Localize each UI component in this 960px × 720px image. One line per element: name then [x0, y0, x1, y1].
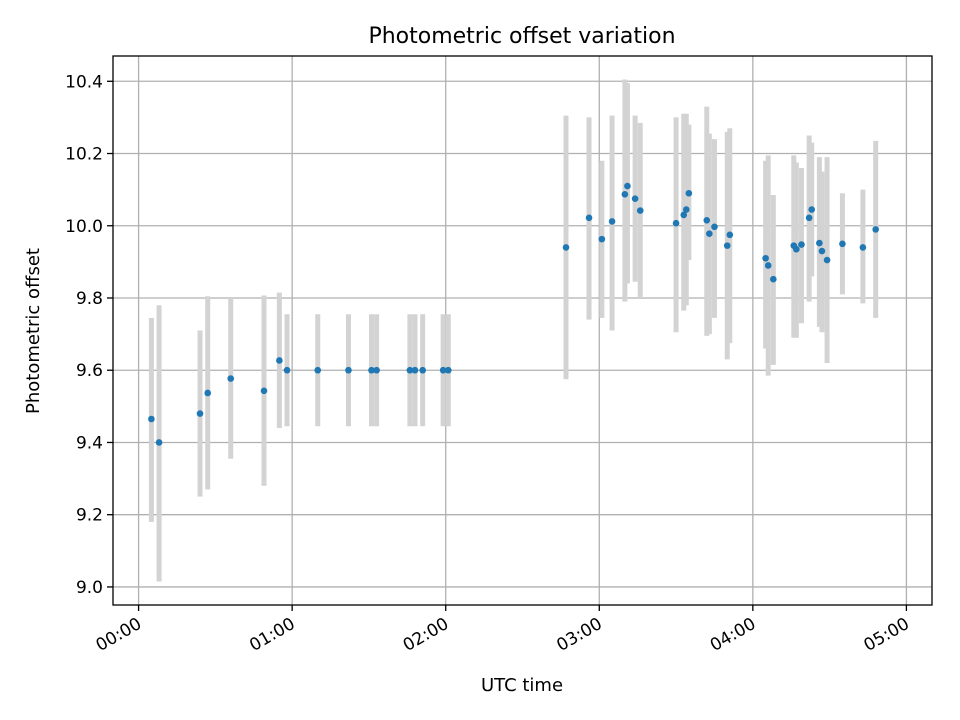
- data-point: [672, 219, 680, 227]
- data-point: [283, 366, 291, 374]
- data-point: [598, 235, 606, 243]
- data-point: [872, 226, 879, 233]
- data-point: [636, 207, 644, 214]
- data-point: [204, 389, 211, 397]
- data-point: [373, 366, 380, 374]
- data-point: [276, 357, 283, 364]
- y-tick-label: 10.2: [65, 145, 103, 165]
- data-point: [703, 217, 711, 224]
- data-point: [762, 254, 769, 262]
- data-point: [585, 214, 593, 222]
- data-point: [155, 439, 163, 446]
- data-point: [683, 206, 690, 213]
- data-point: [818, 247, 826, 255]
- data-point: [839, 240, 846, 248]
- y-tick-label: 9.6: [76, 361, 103, 381]
- y-tick-label: 9.8: [76, 289, 103, 309]
- y-tick-label: 9.0: [76, 578, 103, 598]
- data-point: [406, 366, 414, 374]
- data-point: [706, 230, 713, 238]
- data-point: [816, 239, 823, 247]
- y-tick-label: 10.4: [65, 72, 103, 92]
- data-point: [808, 206, 816, 213]
- y-axis-label: Photometric offset: [23, 248, 44, 414]
- data-point: [260, 387, 268, 395]
- data-point: [148, 415, 155, 423]
- data-point: [685, 189, 693, 197]
- data-point: [631, 195, 639, 202]
- data-point: [196, 410, 204, 417]
- data-point: [723, 242, 731, 249]
- data-point: [770, 275, 777, 283]
- y-tick-label: 9.2: [76, 506, 103, 526]
- data-point: [314, 366, 322, 374]
- data-point: [798, 241, 805, 248]
- data-point: [345, 366, 352, 374]
- data-point: [793, 245, 800, 253]
- y-tick-label: 9.4: [76, 433, 103, 453]
- data-point: [419, 366, 426, 374]
- plot-frame: [112, 55, 933, 606]
- data-point: [621, 191, 629, 198]
- data-point: [859, 244, 867, 251]
- data-point: [562, 244, 570, 251]
- data-point: [411, 366, 419, 374]
- data-point: [764, 262, 772, 269]
- data-points: [148, 182, 879, 446]
- data-point: [444, 366, 452, 374]
- gridlines: [113, 56, 932, 605]
- data-point: [227, 375, 235, 382]
- data-point: [805, 214, 813, 222]
- data-point: [680, 211, 688, 219]
- data-point: [726, 231, 734, 239]
- data-point: [439, 366, 447, 374]
- data-point: [711, 223, 718, 231]
- data-point: [608, 218, 616, 225]
- y-axis-ticks: 9.0 9.2 9.4 9.6 9.8 10.0 10.2 10.4: [65, 72, 113, 598]
- data-point: [368, 366, 375, 374]
- y-tick-label: 10.0: [65, 217, 103, 237]
- chart-title: Photometric offset variation: [368, 24, 675, 49]
- data-point: [823, 256, 831, 264]
- x-axis-label: UTC time: [481, 675, 563, 696]
- data-point: [624, 182, 631, 190]
